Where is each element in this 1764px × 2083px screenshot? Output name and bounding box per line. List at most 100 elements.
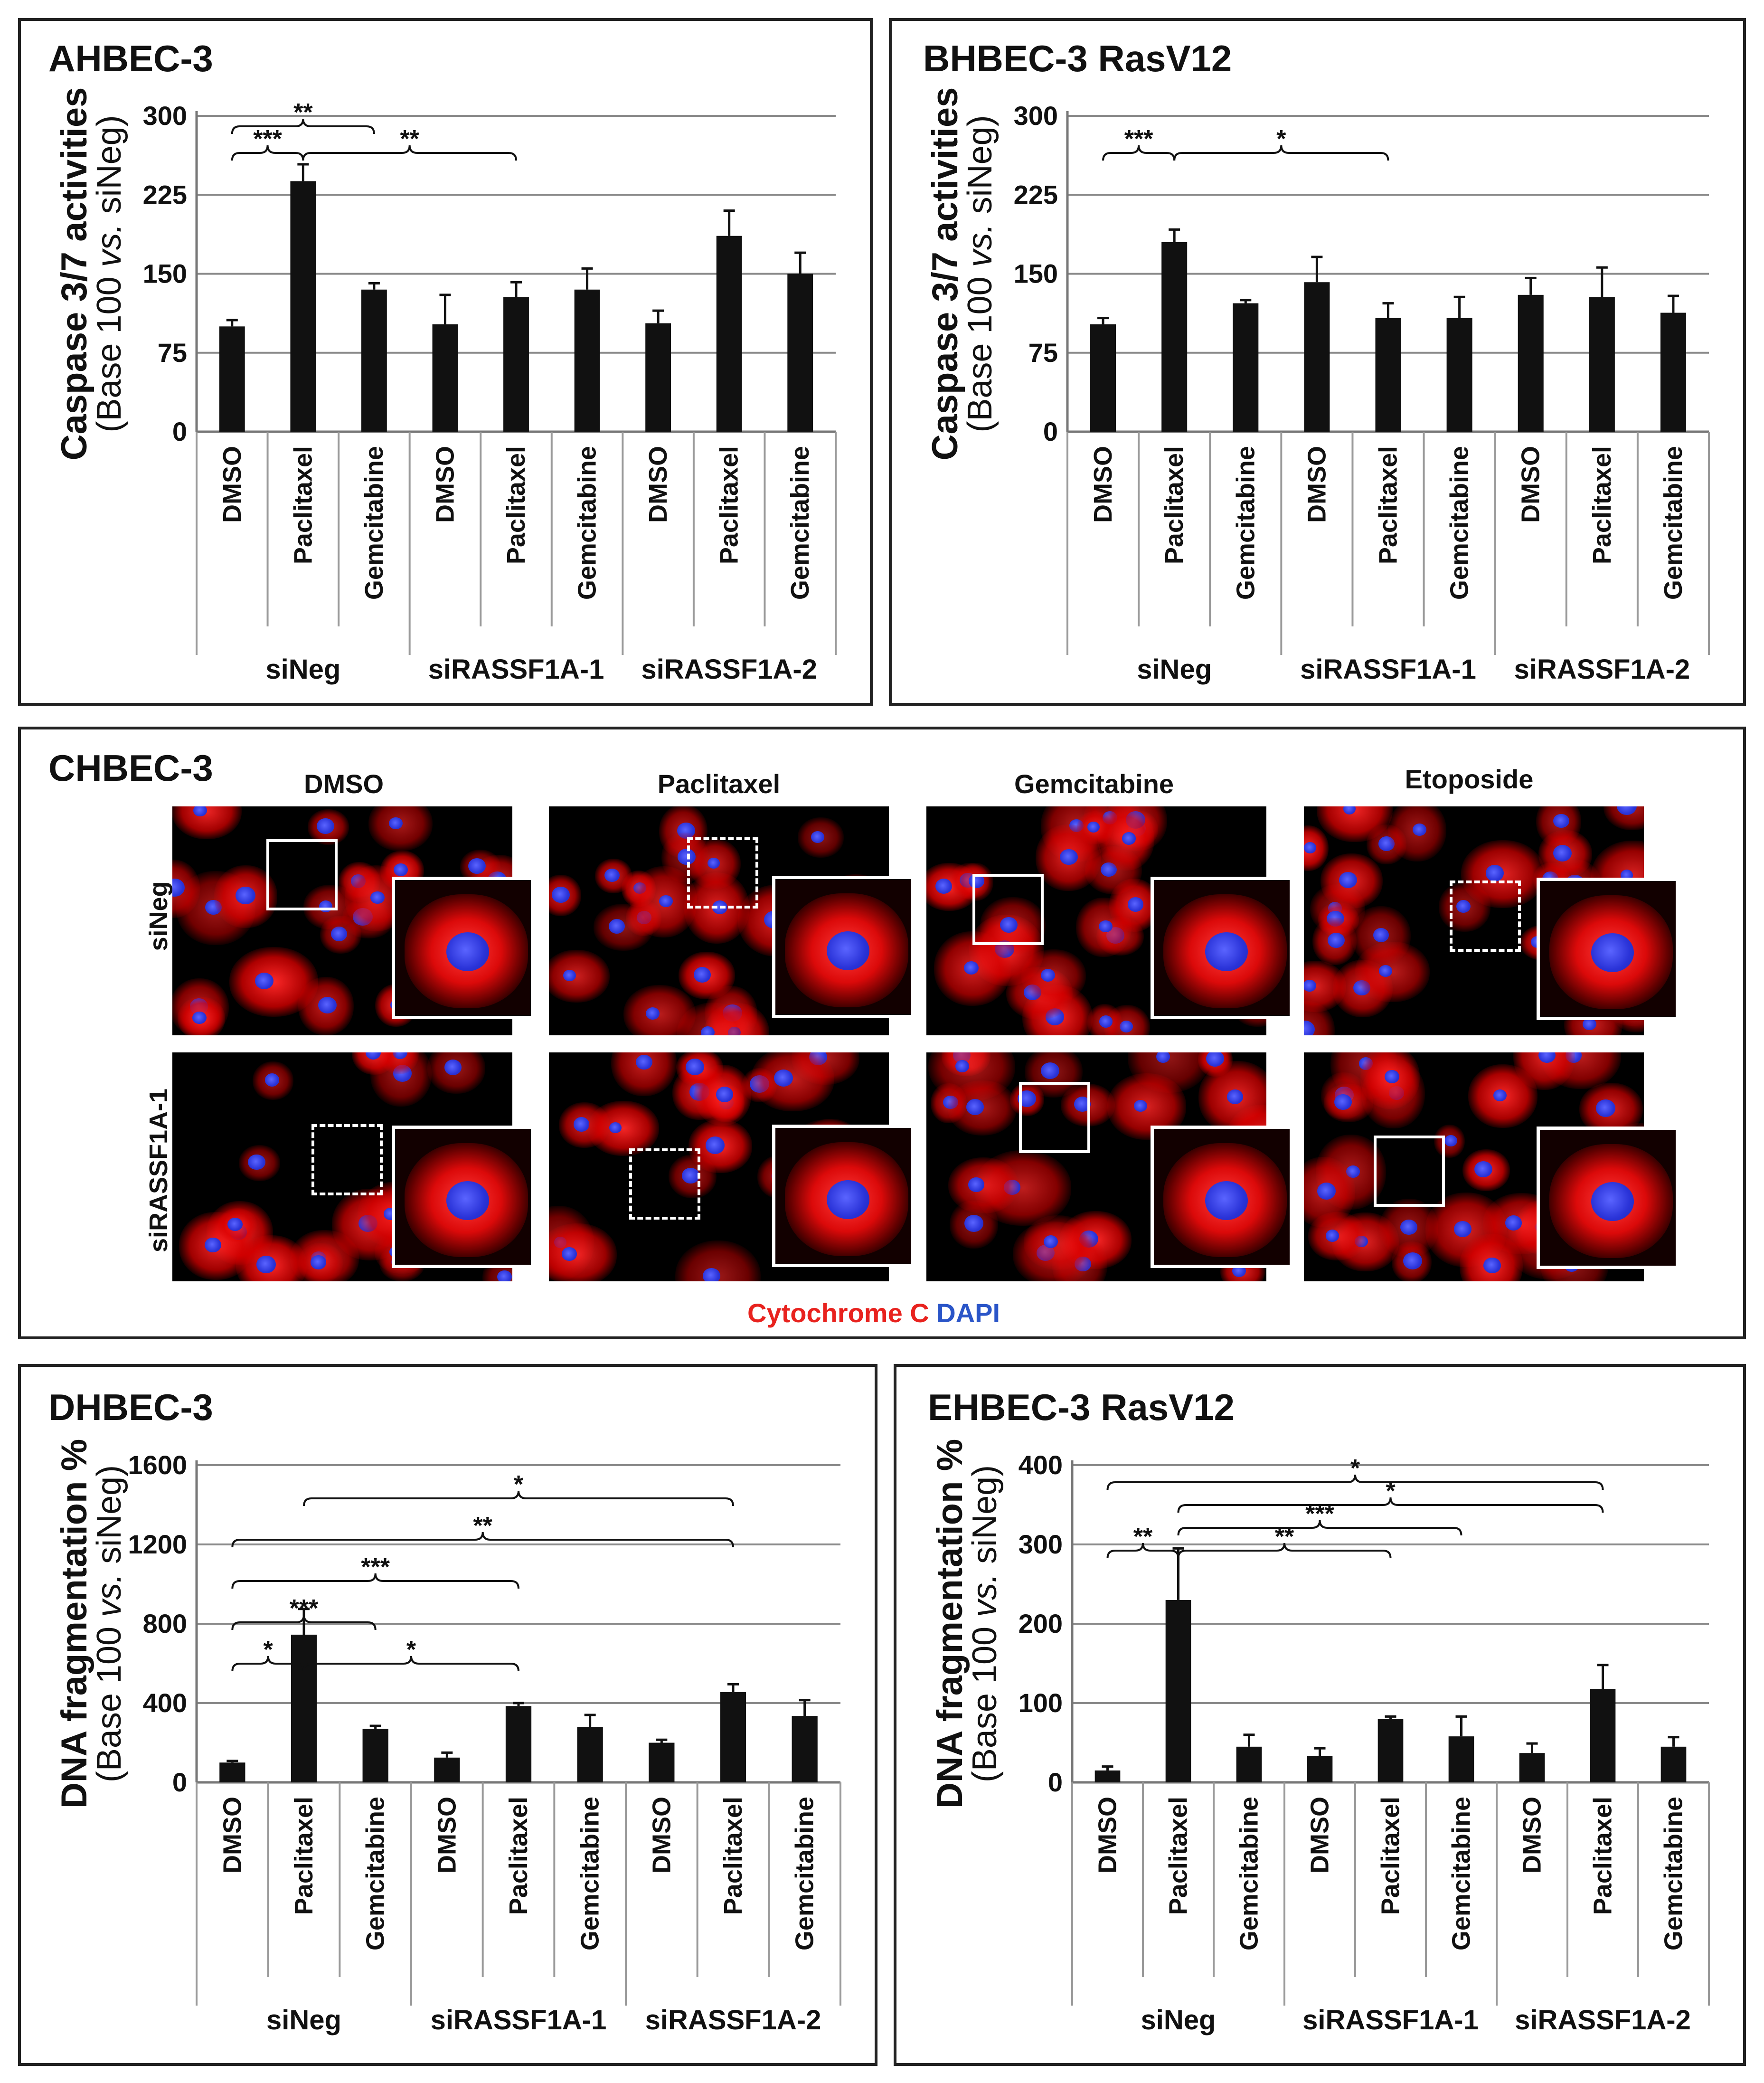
nucleus — [318, 997, 337, 1013]
significance-bracket — [231, 145, 304, 161]
bar-sirassf1a-2-paclitaxel — [1590, 1688, 1616, 1782]
y-tick-label: 1200 — [128, 1529, 187, 1559]
zoom-inset — [392, 877, 534, 1019]
y-tick-label: 0 — [172, 417, 187, 446]
nucleus — [1099, 1015, 1113, 1028]
significance-bracket — [231, 1573, 519, 1589]
category-label-paclitaxel: Paclitaxel — [1374, 446, 1403, 564]
panel-c-letter: C — [48, 747, 75, 789]
nucleus — [255, 972, 274, 990]
nucleus — [1122, 832, 1136, 845]
cell — [588, 1100, 659, 1156]
legend-cytochrome-c: Cytochrome C — [747, 1298, 929, 1328]
cell — [549, 949, 610, 1003]
roi-box — [972, 873, 1044, 945]
y-axis-sublabel-part: (Base 100 — [90, 267, 128, 432]
nucleus — [1226, 1089, 1244, 1104]
significance-bracket — [231, 1532, 734, 1548]
panel-d-label: DHBEC-3 — [48, 1386, 213, 1429]
panel-d: DHBEC-3 0 400 800 1200 1600 DNA fragmentation… — [18, 1364, 877, 2066]
nucleus — [497, 1270, 512, 1281]
col-label-dmso: DMSO — [304, 769, 384, 799]
nucleus — [248, 1154, 265, 1170]
bar-sirassf1a-2-gemcitabine — [792, 1716, 818, 1782]
bar-sirassf1a-1-dmso — [1307, 1756, 1333, 1782]
cell — [1023, 1215, 1093, 1270]
bar-sineg-dmso — [1094, 1770, 1121, 1782]
significance-label: ** — [400, 125, 419, 153]
nucleus — [702, 1268, 720, 1281]
nucleus — [1493, 1089, 1507, 1102]
bar-sineg-dmso — [1090, 324, 1116, 432]
nucleus — [935, 878, 953, 894]
significance-label: *** — [1124, 125, 1153, 153]
nucleus — [1040, 968, 1055, 982]
significance-label: ** — [1133, 1523, 1153, 1551]
group-label-sineg: siNeg — [266, 2005, 341, 2036]
category-label-gemcitabine: Gemcitabine — [361, 1797, 390, 1950]
nucleus — [1339, 871, 1358, 889]
y-axis-sublabel-part: vs. — [966, 1573, 1004, 1617]
nucleus — [444, 1059, 462, 1075]
chart-e: 0 100 200 300 400 DNA fragmentation %(Base 10… — [930, 1439, 1710, 2036]
nucleus — [1373, 928, 1389, 943]
col-label-gemcitabine: Gemcitabine — [1014, 769, 1174, 799]
nucleus — [700, 1026, 715, 1035]
category-label-paclitaxel: Paclitaxel — [502, 446, 530, 564]
category-label-paclitaxel: Paclitaxel — [1589, 1797, 1617, 1915]
category-label-dmso: DMSO — [218, 446, 246, 523]
panel-b-title: HBEC-3 RasV12 — [950, 38, 1232, 79]
panel-b-label: BHBEC-3 RasV12 — [923, 37, 1232, 80]
significance-bracket — [302, 145, 517, 161]
category-label-paclitaxel: Paclitaxel — [289, 446, 317, 564]
group-label-sirassf1a-1: siRASSF1A-1 — [1302, 2005, 1479, 2036]
group-label-sineg: siNeg — [1137, 654, 1212, 685]
roi-box — [629, 1148, 701, 1220]
nucleus — [968, 1177, 984, 1192]
bar-sineg-paclitaxel — [1161, 242, 1188, 432]
nucleus — [562, 1247, 577, 1261]
cell — [368, 806, 433, 852]
zoom-inset — [772, 876, 915, 1018]
y-axis-sublabel: (Base 100 vs. siNeg) — [90, 115, 128, 432]
panel-b-letter: B — [923, 38, 950, 79]
nucleus — [635, 1055, 652, 1070]
y-tick-label: 800 — [143, 1609, 187, 1638]
significance-bracket — [231, 1656, 305, 1672]
panel-d-title: HBEC-3 — [75, 1386, 213, 1428]
nucleus — [192, 1011, 207, 1024]
inset-nucleus — [1591, 933, 1634, 972]
zoom-inset — [392, 1126, 534, 1268]
inset-nucleus — [1591, 1182, 1634, 1221]
nucleus — [659, 895, 673, 908]
cell — [623, 985, 696, 1035]
inset-nucleus — [446, 1181, 489, 1220]
y-tick-label: 400 — [1019, 1450, 1063, 1480]
nucleus — [573, 1117, 590, 1132]
significance-bracket — [303, 1656, 519, 1672]
nucleus — [1304, 1021, 1315, 1035]
significance-bracket — [1102, 145, 1176, 161]
cell — [549, 1223, 617, 1281]
category-label-gemcitabine: Gemcitabine — [1445, 446, 1474, 600]
category-label-paclitaxel: Paclitaxel — [1164, 1797, 1193, 1915]
nucleus — [1474, 1161, 1492, 1178]
group-label-sirassf1a-2: siRASSF1A-2 — [641, 654, 817, 685]
y-axis-sublabel: (Base 100 vs. siNeg) — [961, 115, 999, 432]
bar-sineg-gemcitabine — [361, 289, 387, 432]
col-label-etoposide: Etoposide — [1405, 764, 1534, 794]
nucleus — [963, 961, 979, 975]
bar-sineg-paclitaxel — [1165, 1600, 1191, 1782]
category-label-gemcitabine: Gemcitabine — [791, 1797, 819, 1950]
y-tick-label: 300 — [1019, 1529, 1063, 1559]
category-label-gemcitabine: Gemcitabine — [1231, 446, 1260, 600]
panel-a: AHBEC-3 0 75 150 225 300 Caspase 3/7 activiti… — [18, 18, 873, 706]
bar-sineg-paclitaxel — [290, 181, 316, 432]
significance-label: *** — [290, 1595, 319, 1622]
nucleus — [1041, 1062, 1060, 1079]
nucleus — [774, 1070, 793, 1087]
category-label-gemcitabine: Gemcitabine — [573, 446, 602, 600]
panel-e-label: EHBEC-3 RasV12 — [928, 1386, 1235, 1429]
category-label-dmso: DMSO — [1302, 446, 1331, 523]
y-tick-label: 100 — [1019, 1688, 1063, 1718]
